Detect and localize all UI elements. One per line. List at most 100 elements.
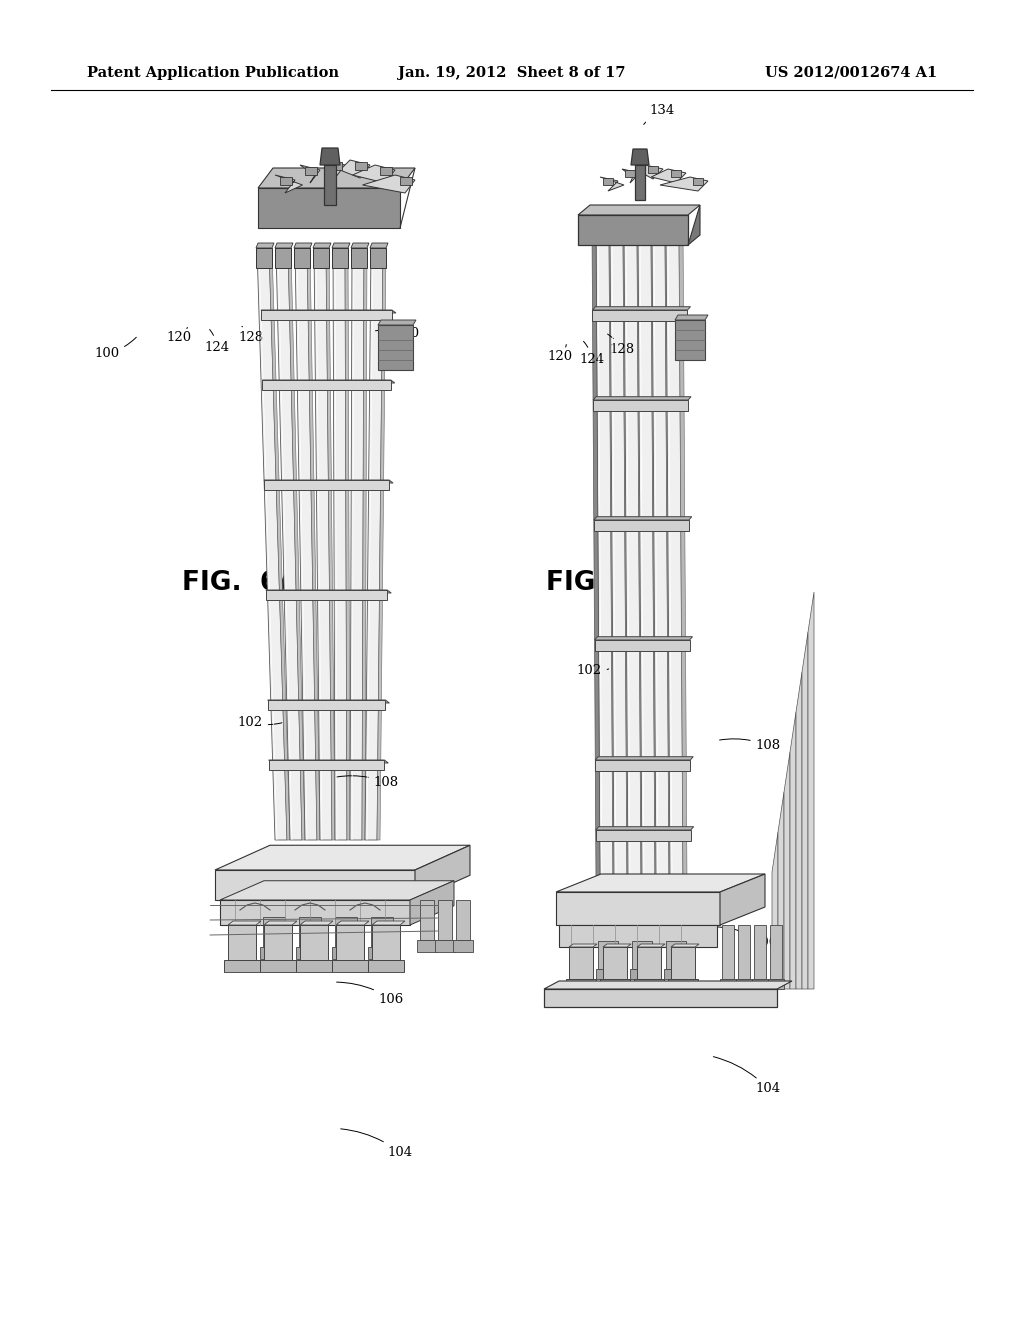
Polygon shape [559, 925, 717, 946]
Polygon shape [299, 917, 321, 946]
Polygon shape [365, 248, 383, 840]
Polygon shape [266, 590, 391, 593]
Polygon shape [262, 380, 391, 389]
Polygon shape [371, 917, 393, 946]
Text: 134: 134 [644, 104, 675, 124]
Polygon shape [261, 310, 392, 319]
Polygon shape [257, 248, 287, 840]
Polygon shape [400, 177, 412, 185]
Polygon shape [224, 960, 260, 972]
Polygon shape [652, 230, 669, 880]
Polygon shape [665, 230, 673, 880]
Polygon shape [377, 248, 386, 840]
Polygon shape [593, 397, 691, 400]
Polygon shape [332, 946, 360, 960]
Polygon shape [417, 940, 437, 952]
Polygon shape [261, 310, 396, 313]
Text: 106: 106 [712, 927, 778, 949]
Polygon shape [594, 520, 689, 531]
Polygon shape [262, 380, 395, 383]
Polygon shape [324, 165, 336, 205]
Polygon shape [593, 400, 688, 411]
Polygon shape [693, 178, 703, 185]
Polygon shape [595, 756, 693, 760]
Polygon shape [314, 248, 332, 840]
Text: 104: 104 [341, 1129, 413, 1159]
Polygon shape [370, 243, 388, 248]
Polygon shape [228, 921, 261, 925]
Polygon shape [566, 979, 596, 989]
Polygon shape [415, 845, 470, 900]
Polygon shape [808, 591, 814, 989]
Polygon shape [736, 979, 752, 989]
Polygon shape [305, 168, 317, 176]
Polygon shape [362, 176, 415, 193]
Polygon shape [295, 248, 317, 840]
Polygon shape [438, 900, 452, 940]
Polygon shape [332, 960, 368, 972]
Text: FIG.  6B: FIG. 6B [546, 570, 663, 597]
Polygon shape [603, 946, 627, 979]
Text: 108: 108 [720, 739, 781, 752]
Polygon shape [752, 979, 768, 989]
Polygon shape [638, 230, 655, 880]
Polygon shape [456, 900, 470, 940]
Polygon shape [720, 979, 736, 989]
Polygon shape [345, 248, 350, 840]
Polygon shape [556, 874, 765, 892]
Polygon shape [258, 168, 415, 187]
Polygon shape [268, 760, 384, 770]
Text: 100: 100 [94, 338, 136, 360]
Polygon shape [372, 921, 406, 925]
Text: 124: 124 [205, 330, 230, 354]
Polygon shape [368, 960, 404, 972]
Text: 108: 108 [337, 776, 399, 789]
Polygon shape [264, 921, 297, 925]
Polygon shape [294, 248, 310, 268]
Polygon shape [220, 900, 410, 925]
Polygon shape [720, 874, 765, 925]
Polygon shape [666, 941, 686, 969]
Polygon shape [330, 162, 342, 170]
Polygon shape [671, 944, 699, 946]
Polygon shape [637, 230, 645, 880]
Text: 104: 104 [714, 1056, 781, 1096]
Polygon shape [635, 165, 645, 201]
Polygon shape [778, 792, 784, 989]
Polygon shape [754, 925, 766, 979]
Polygon shape [351, 243, 369, 248]
Polygon shape [642, 165, 663, 180]
Polygon shape [300, 925, 328, 960]
Polygon shape [296, 946, 324, 960]
Polygon shape [596, 230, 613, 880]
Polygon shape [280, 177, 292, 185]
Polygon shape [770, 925, 782, 979]
Polygon shape [594, 516, 692, 520]
Polygon shape [326, 248, 335, 840]
Polygon shape [784, 752, 790, 989]
Polygon shape [370, 248, 386, 268]
Polygon shape [660, 177, 708, 191]
Polygon shape [544, 989, 777, 1007]
Polygon shape [380, 168, 392, 176]
Polygon shape [333, 248, 347, 840]
Polygon shape [276, 248, 302, 840]
Polygon shape [634, 979, 664, 989]
Polygon shape [651, 230, 659, 880]
Text: Jan. 19, 2012  Sheet 8 of 17: Jan. 19, 2012 Sheet 8 of 17 [398, 66, 626, 79]
Text: 102: 102 [577, 664, 608, 677]
Polygon shape [596, 969, 620, 979]
Text: Patent Application Publication: Patent Application Publication [87, 66, 339, 79]
Polygon shape [313, 248, 329, 268]
Polygon shape [595, 636, 692, 640]
Polygon shape [435, 940, 455, 952]
Polygon shape [288, 248, 305, 840]
Polygon shape [609, 230, 617, 880]
Polygon shape [595, 640, 689, 651]
Polygon shape [300, 921, 333, 925]
Polygon shape [220, 880, 454, 900]
Polygon shape [630, 969, 654, 979]
Polygon shape [269, 248, 290, 840]
Polygon shape [268, 760, 388, 763]
Polygon shape [368, 946, 396, 960]
